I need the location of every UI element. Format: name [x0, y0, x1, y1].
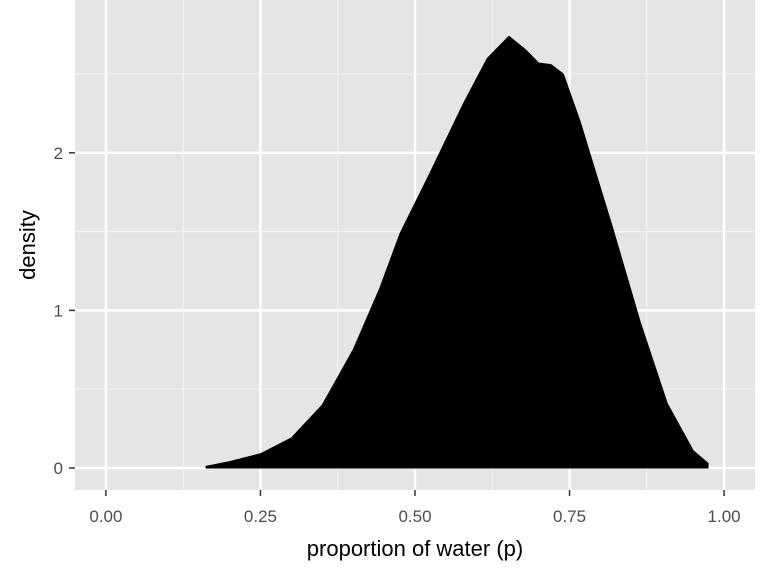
- density-area: [205, 35, 709, 469]
- x-tick-label: 0.00: [89, 507, 122, 526]
- x-tick-label: 1.00: [708, 507, 741, 526]
- x-tick-label: 0.50: [398, 507, 431, 526]
- x-tick-label: 0.25: [244, 507, 277, 526]
- x-tick-label: 0.75: [553, 507, 586, 526]
- y-tick-label: 0: [54, 459, 63, 478]
- x-axis-label: proportion of water (p): [307, 536, 523, 561]
- y-tick-label: 2: [54, 144, 63, 163]
- y-tick-label: 1: [54, 301, 63, 320]
- y-axis-label: density: [15, 210, 40, 280]
